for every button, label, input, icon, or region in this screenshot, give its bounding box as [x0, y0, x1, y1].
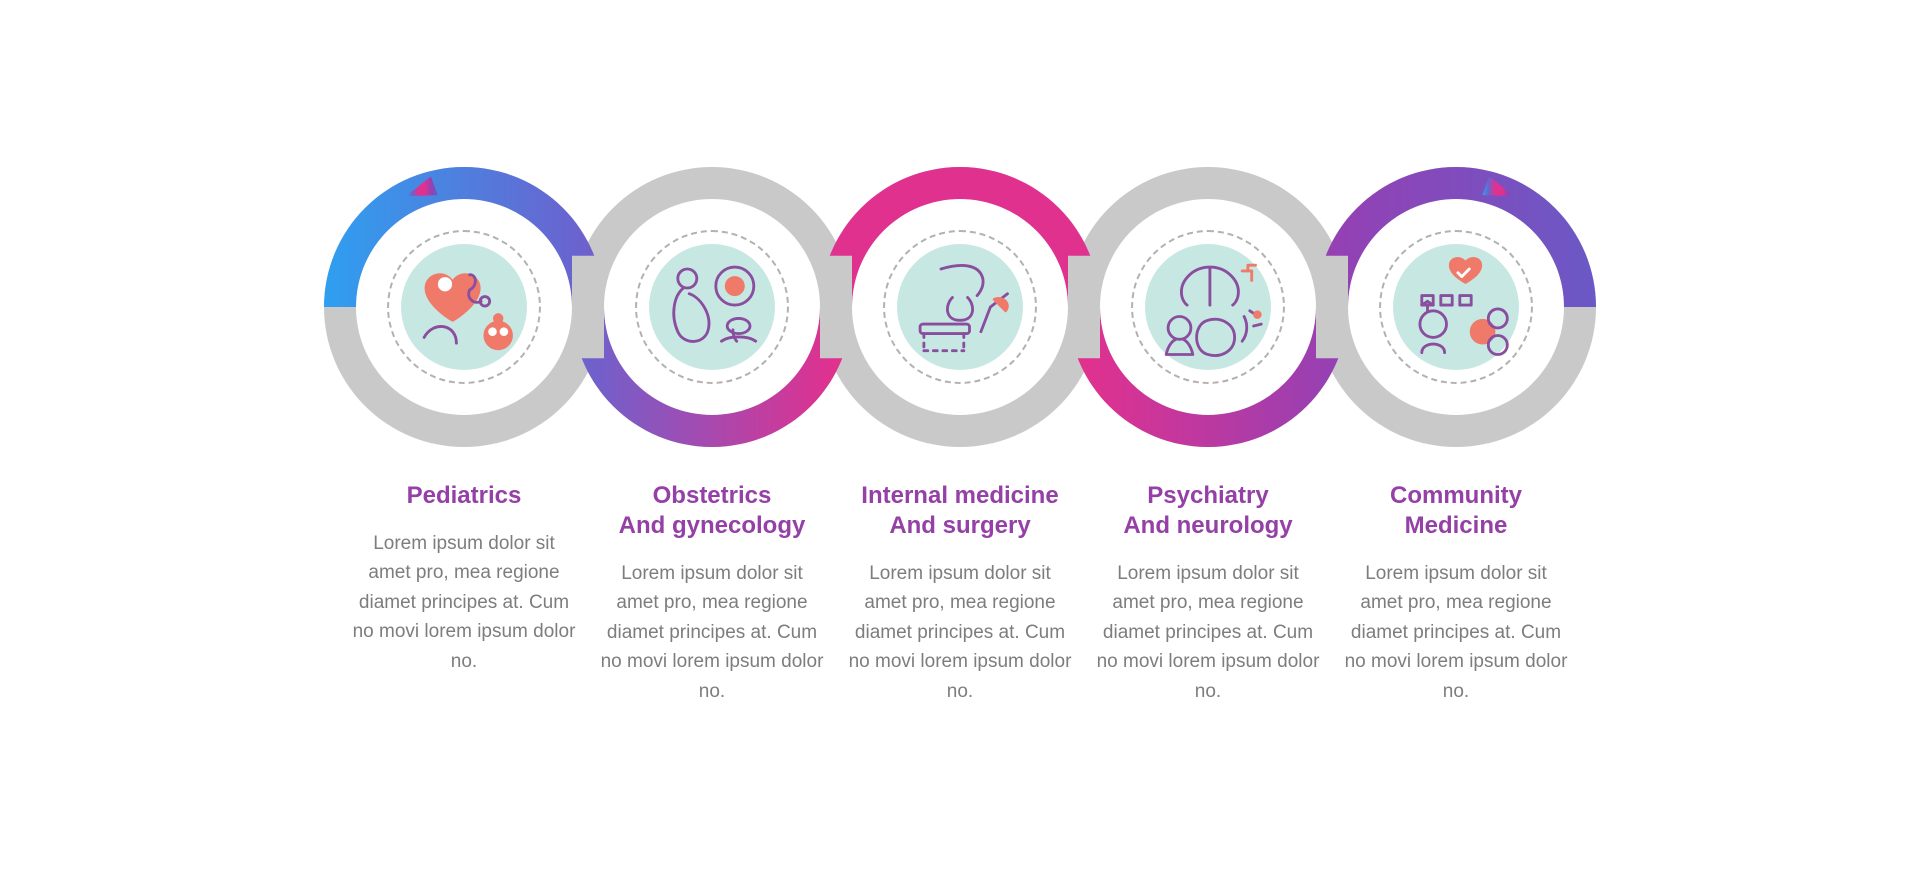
- icon-disc: [627, 222, 797, 392]
- obstetrics-icon: [655, 250, 769, 364]
- infographic-item-pediatrics: Pediatrics Lorem ipsum dolor sit amet pro…: [344, 222, 584, 676]
- item-body: Lorem ipsum dolor sit amet pro, mea regi…: [1088, 559, 1328, 706]
- infographic-item-community: Community Medicine Lorem ipsum dolor sit …: [1336, 222, 1576, 706]
- item-title: Pediatrics: [344, 481, 584, 511]
- surgery-icon: [903, 250, 1017, 364]
- infographic-item-obstetrics: Obstetrics And gynecology Lorem ipsum dol…: [592, 222, 832, 706]
- item-title: Internal medicine And surgery: [840, 481, 1080, 541]
- item-body: Lorem ipsum dolor sit amet pro, mea regi…: [840, 559, 1080, 706]
- infographic-item-internal: Internal medicine And surgery Lorem ipsum…: [840, 222, 1080, 706]
- item-title: Psychiatry And neurology: [1088, 481, 1328, 541]
- icon-disc: [1123, 222, 1293, 392]
- icon-disc: [379, 222, 549, 392]
- icon-disc: [1371, 222, 1541, 392]
- item-title: Community Medicine: [1336, 481, 1576, 541]
- neurology-icon: [1151, 250, 1265, 364]
- infographic-stage: Pediatrics Lorem ipsum dolor sit amet pro…: [324, 167, 1596, 707]
- item-body: Lorem ipsum dolor sit amet pro, mea regi…: [344, 529, 584, 676]
- item-body: Lorem ipsum dolor sit amet pro, mea regi…: [592, 559, 832, 706]
- icon-disc: [875, 222, 1045, 392]
- item-body: Lorem ipsum dolor sit amet pro, mea regi…: [1336, 559, 1576, 706]
- community-icon: [1399, 250, 1513, 364]
- pediatrics-icon: [407, 250, 521, 364]
- item-title: Obstetrics And gynecology: [592, 481, 832, 541]
- infographic-item-psychiatry: Psychiatry And neurology Lorem ipsum dolo…: [1088, 222, 1328, 706]
